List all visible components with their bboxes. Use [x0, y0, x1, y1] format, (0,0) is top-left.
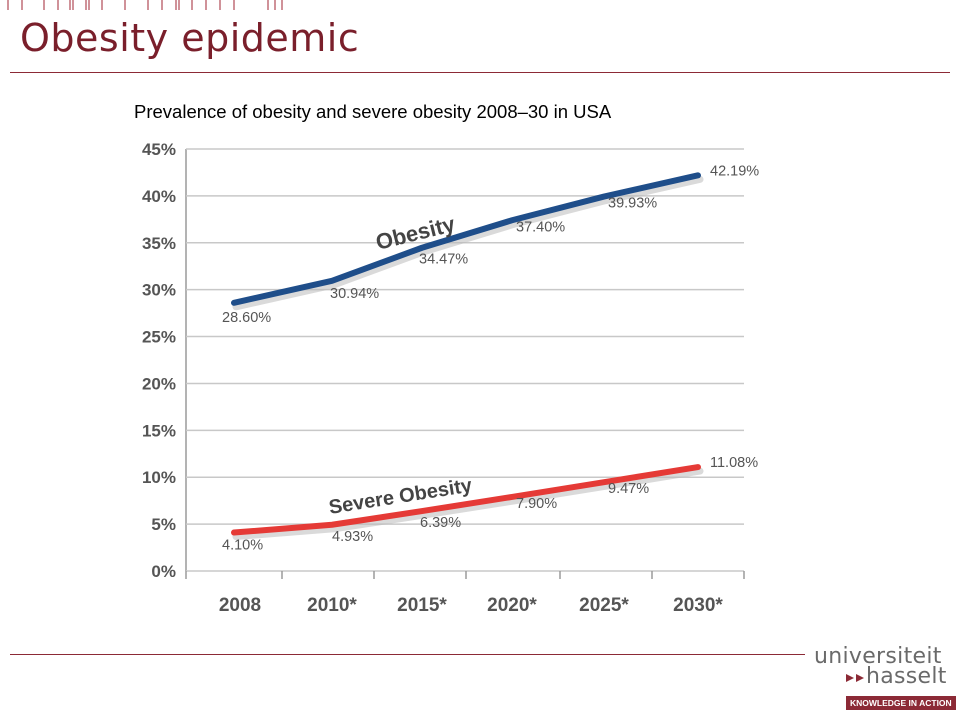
y-tick-label: 40% [142, 187, 176, 206]
data-label: 34.47% [419, 252, 468, 268]
logo-arrows-icon [846, 674, 864, 682]
footer-divider [10, 654, 805, 655]
data-label: 42.19% [710, 163, 759, 179]
x-tick-label: 2025* [579, 595, 629, 616]
y-tick-label: 45% [142, 140, 176, 159]
data-label: 6.39% [420, 515, 461, 531]
logo-text-line2: hasselt [866, 664, 947, 689]
data-label: 28.60% [222, 310, 271, 326]
data-label: 4.10% [222, 538, 263, 554]
y-tick-label: 5% [151, 515, 176, 534]
data-label: 4.93% [332, 529, 373, 545]
series-line-shadow [232, 467, 704, 541]
series-line-shadow [232, 175, 704, 311]
y-tick-label: 0% [151, 562, 176, 581]
data-label: 30.94% [330, 286, 379, 302]
x-tick-label: 2008 [219, 595, 261, 616]
chart-subtitle: Prevalence of obesity and severe obesity… [134, 101, 612, 122]
y-tick-label: 15% [142, 421, 176, 440]
data-label: 9.47% [608, 481, 649, 497]
y-tick-label: 35% [142, 234, 176, 253]
y-tick-label: 20% [142, 374, 176, 393]
data-label: 39.93% [608, 196, 657, 212]
x-tick-label: 2020* [487, 595, 537, 616]
logo-tagline: KNOWLEDGE IN ACTION [846, 696, 956, 710]
slide-title: Obesity epidemic [20, 16, 360, 60]
y-tick-label: 25% [142, 328, 176, 347]
y-tick-label: 30% [142, 281, 176, 300]
series-line [231, 172, 701, 306]
data-label: 37.40% [516, 219, 565, 235]
x-tick-label: 2030* [673, 595, 723, 616]
x-tick-label: 2010* [307, 595, 357, 616]
data-label: 7.90% [516, 496, 557, 512]
y-tick-label: 10% [142, 468, 176, 487]
title-divider [10, 72, 950, 73]
decorative-tick-marks [7, 0, 283, 10]
x-tick-label: 2015* [397, 595, 447, 616]
logo-text-line1: universiteit [814, 644, 942, 669]
series-line [231, 464, 701, 536]
data-label: 11.08% [710, 455, 758, 471]
university-logo: universiteit hasselt KNOWLEDGE IN ACTION [812, 644, 956, 714]
